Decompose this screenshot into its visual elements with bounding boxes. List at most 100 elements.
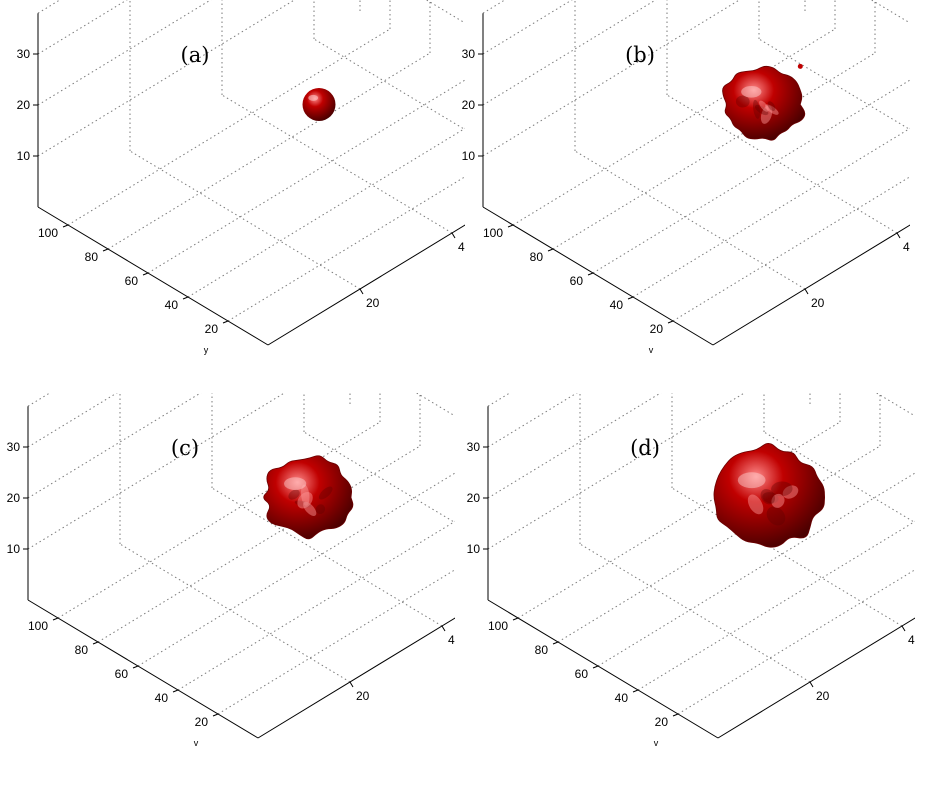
x-tick-label-0: 20: [816, 689, 830, 703]
z-tick-label-0: 10: [467, 542, 481, 556]
y-tick-3: [552, 641, 559, 645]
isosurface-blob: [722, 65, 806, 141]
y-tick-2: [132, 665, 139, 669]
z-tick-label-0: 10: [7, 542, 21, 556]
y-tick-label-0: 20: [195, 715, 209, 729]
y-axis-line: [37, 206, 269, 346]
surface-fold-1: [760, 105, 773, 124]
z-tick-label-2: 30: [17, 47, 31, 61]
z-tick-label-2: 30: [467, 440, 481, 454]
grid-line-floor-x-2: [313, 38, 465, 131]
surface-fold-4: [318, 486, 333, 500]
surface-fold-0: [315, 504, 326, 515]
surface-fold-0: [766, 506, 786, 526]
surface-fold-6: [760, 489, 775, 505]
grid-line-back-z-0: [870, 0, 910, 24]
blob-highlight: [737, 472, 766, 489]
surface-fold-2: [294, 500, 312, 508]
z-tick-label-1: 20: [462, 98, 476, 112]
surface-fold-1: [782, 485, 799, 499]
y-tick-4: [507, 224, 514, 228]
grid-line-back-z-0: [875, 393, 915, 417]
y-tick-label-4: 100: [38, 226, 58, 240]
y-tick-label-3: 80: [75, 643, 89, 657]
y-tick-1: [632, 689, 639, 693]
y-axis-label: v: [654, 738, 659, 748]
grid-line-back-z-1: [350, 393, 455, 440]
grid-line-floor-y-3: [107, 52, 431, 250]
x-tick-label-1: 40: [903, 240, 910, 254]
panel-d: 20406020406080100102030v(d): [450, 393, 915, 785]
y-tick-1: [182, 296, 189, 300]
y-tick-label-4: 100: [483, 226, 503, 240]
x-tick-label-1: 40: [908, 633, 915, 647]
y-tick-label-1: 40: [165, 298, 179, 312]
isosurface-blob: [263, 455, 354, 540]
surface-fold-3: [765, 104, 779, 115]
x-axis-line: [267, 224, 465, 346]
y-tick-2: [142, 272, 149, 276]
grid-line-floor-x-0: [574, 150, 806, 290]
box-edge-top-left: [482, 0, 506, 14]
y-tick-label-1: 40: [615, 691, 629, 705]
surface-fold-1: [300, 484, 310, 506]
panel-b: 20406020406080100102030v(b): [445, 0, 910, 392]
y-tick-label-1: 40: [155, 691, 169, 705]
y-tick-label-3: 80: [535, 643, 549, 657]
surface-fold-4: [752, 99, 761, 119]
y-axis-line: [27, 599, 259, 739]
surface-fold-6: [767, 101, 776, 111]
y-tick-label-3: 80: [85, 250, 99, 264]
grid-line-floor-y-0: [217, 569, 455, 715]
grid-line-left-z-0: [37, 0, 296, 157]
y-tick-3: [547, 248, 554, 252]
x-tick-label-0: 20: [366, 296, 380, 310]
y-tick-2: [587, 272, 594, 276]
box-edge-top-left: [27, 393, 51, 407]
y-axis-label: y: [204, 345, 209, 355]
y-tick-label-3: 80: [530, 250, 544, 264]
grid-line-floor-x-0: [579, 543, 811, 683]
blob-highlight: [284, 477, 307, 490]
y-tick-label-0: 20: [205, 322, 219, 336]
plot-a: 20406020406080100102030y(a): [17, 0, 465, 355]
plot-c: 20406020406080100102030v(c): [7, 393, 455, 748]
panel-c: 20406020406080100102030v(c): [0, 393, 455, 785]
surface-fold-3: [303, 501, 317, 516]
y-tick-label-0: 20: [655, 715, 669, 729]
y-tick-label-1: 40: [610, 298, 624, 312]
surface-fold-2: [771, 481, 793, 497]
y-tick-label-2: 60: [570, 274, 584, 288]
grid-line-back-z-0: [415, 393, 455, 417]
isosurface-sphere: [302, 88, 336, 121]
y-tick-2: [592, 665, 599, 669]
x-tick-0: [809, 681, 814, 688]
x-tick-label-0: 20: [356, 689, 370, 703]
y-tick-0: [672, 713, 679, 717]
grid-line-floor-x-1: [221, 94, 453, 234]
y-tick-3: [102, 248, 109, 252]
x-tick-0: [349, 681, 354, 688]
grid-line-floor-y-0: [677, 569, 915, 715]
y-tick-4: [62, 224, 69, 228]
x-tick-1: [451, 232, 456, 239]
box-edge-top-left: [487, 393, 511, 407]
surface-fold-2: [754, 104, 769, 116]
panel-label-d: (d): [630, 436, 660, 460]
y-tick-label-2: 60: [115, 667, 129, 681]
x-tick-0: [359, 288, 364, 295]
y-tick-0: [212, 713, 219, 717]
grid-line-floor-y-1: [187, 127, 465, 298]
isosurface-fragment: [797, 63, 803, 69]
x-tick-1: [896, 232, 901, 239]
grid-line-floor-y-3: [552, 52, 876, 250]
x-tick-1: [901, 625, 906, 632]
x-tick-label-0: 20: [811, 296, 825, 310]
isosurface-blob: [713, 442, 826, 548]
x-tick-label-1: 40: [448, 633, 455, 647]
blob-highlight: [741, 85, 762, 98]
z-tick-label-2: 30: [7, 440, 21, 454]
z-tick-label-1: 20: [7, 491, 21, 505]
y-tick-label-2: 60: [125, 274, 139, 288]
grid-line-back-z-1: [810, 393, 915, 440]
